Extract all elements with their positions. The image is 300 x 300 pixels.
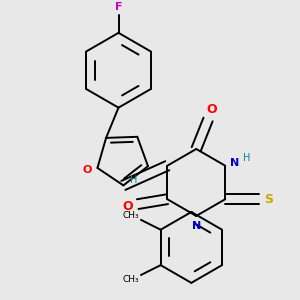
Text: CH₃: CH₃ (123, 212, 140, 220)
Text: O: O (83, 165, 92, 175)
Text: O: O (207, 103, 217, 116)
Text: H: H (130, 176, 137, 185)
Text: N: N (192, 221, 201, 231)
Text: CH₃: CH₃ (123, 275, 140, 284)
Text: O: O (123, 200, 133, 213)
Text: F: F (115, 2, 122, 12)
Text: N: N (230, 158, 240, 168)
Text: H: H (243, 153, 250, 163)
Text: S: S (264, 193, 273, 206)
